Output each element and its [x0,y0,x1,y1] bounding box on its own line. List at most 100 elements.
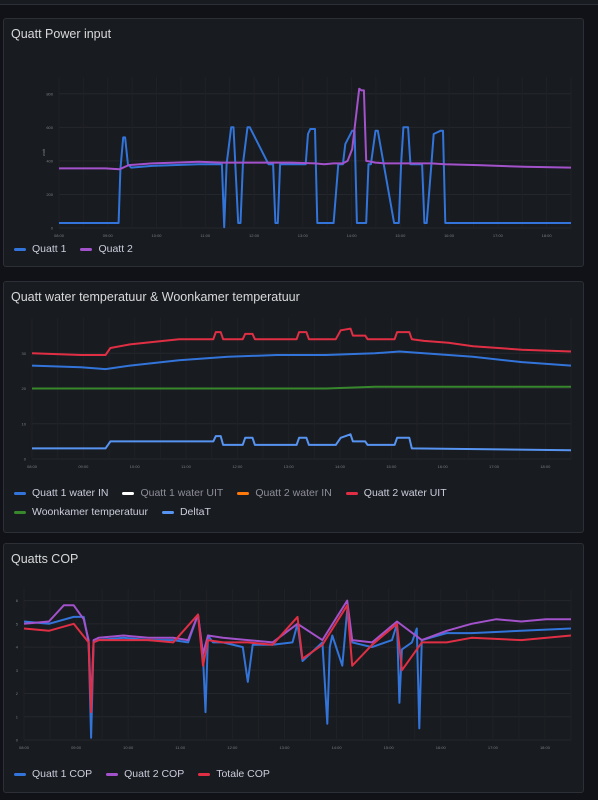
legend-item[interactable]: Quatt 1 water UIT [122,487,223,499]
x-tick-label: 18:00 [542,233,553,238]
x-tick-label: 12:00 [232,464,243,469]
legend-item[interactable]: Totale COP [198,768,270,780]
x-tick-label: 14:00 [335,464,346,469]
legend-swatch [14,491,26,495]
panel-title[interactable]: Quatt water temperatuur & Woonkamer temp… [11,290,300,304]
series-line-quatt-2[interactable] [59,87,572,171]
x-tick-label: 14:00 [332,745,343,750]
legend-swatch [237,491,250,495]
legend-label: Quatt 2 water UIT [363,487,447,499]
legend: Quatt 1 water IN Quatt 1 water UIT Quatt 2… [14,487,554,518]
x-tick-label: 14:00 [347,233,358,238]
legend-item[interactable]: Woonkamer temperatuur [14,506,148,518]
legend-swatch [106,772,119,776]
y-tick-label: 200 [46,192,53,197]
cop-chart[interactable]: 0 1 2 3 4 5 6 08:00 09:00 10:00 11:00 12:00 13:00 14:… [4,544,584,793]
water-temperature-chart[interactable]: 0 10 20 30 08:00 09:00 10:00 11:00 12:00 13:00 14:… [4,282,584,533]
panel-water-temperature[interactable]: Quatt water temperatuur & Woonkamer temp… [3,281,584,533]
x-tick-label: 10:00 [152,233,163,238]
legend-swatch [198,772,211,776]
legend-label: DeltaT [179,506,211,518]
y-tick-label: 0 [16,738,19,743]
series-line-totale-cop[interactable] [23,604,572,714]
x-tick-label: 09:00 [71,745,82,750]
x-tick-label: 13:00 [298,233,309,238]
y-tick-label: 1 [16,714,19,719]
x-tick-label: 08:00 [19,745,30,750]
legend-label: Quatt 1 water UIT [140,487,224,499]
legend-label: Quatt 2 COP [124,768,185,780]
legend-item[interactable]: Quatt 2 water IN [237,487,332,499]
legend-item[interactable]: Quatt 1 water IN [14,487,108,499]
y-tick-label: 6 [16,598,19,603]
legend-swatch [14,772,26,776]
y-tick-label: 10 [22,421,27,426]
dashboard-top-bar [0,0,598,5]
x-tick-label: 16:00 [438,464,449,469]
y-tick-label: 2 [16,691,19,696]
series-line-quatt-1-cop[interactable] [23,608,572,739]
series-line-deltat[interactable] [32,433,572,452]
panel-power-input[interactable]: Quatt Power input 0 200 400 600 800 08:00 09:0… [3,18,584,267]
y-tick-label: 5 [16,621,19,626]
panel-cop[interactable]: Quatts COP 0 1 2 3 4 5 6 08:00 09:00 10:00 11:00 12… [3,543,584,793]
legend-swatch [14,510,26,514]
x-tick-label: 09:00 [103,233,114,238]
legend-label: Quatt 2 water IN [255,487,332,499]
x-tick-label: 12:00 [249,233,260,238]
y-tick-label: 4 [16,645,19,650]
legend-swatch [122,491,135,495]
legend-label: Quatt 1 COP [32,768,93,780]
power-input-chart[interactable]: 0 200 400 600 800 08:00 09:00 10:00 11:00 12:00 13… [4,19,584,267]
legend-item[interactable]: Quatt 2 [80,243,133,255]
x-tick-label: 17:00 [489,464,500,469]
legend-swatch [14,247,26,251]
legend-label: Totale COP [216,768,270,780]
x-tick-label: 10:00 [130,464,141,469]
x-tick-label: 15:00 [395,233,406,238]
series-line-quatt-2-water-uit[interactable] [31,327,572,356]
x-tick-label: 10:00 [123,745,134,750]
y-tick-label: 400 [46,158,53,163]
legend-swatch [345,491,358,495]
y-axis-label: watt [41,148,46,156]
legend: Quatt 1 COP Quatt 2 COP Totale COP [14,768,554,780]
series-line-woonkamer-temperatuur[interactable] [32,385,571,390]
legend-label: Woonkamer temperatuur [32,506,148,518]
legend: Quatt 1 Quatt 2 [14,243,554,255]
panel-title[interactable]: Quatt Power input [11,27,112,41]
y-tick-label: 30 [22,351,27,356]
legend-swatch [80,247,93,251]
y-tick-label: 0 [24,457,27,462]
x-tick-label: 09:00 [78,464,89,469]
x-tick-label: 16:00 [444,233,455,238]
legend-item[interactable]: Quatt 2 water UIT [345,487,447,499]
x-tick-label: 11:00 [175,745,185,750]
panel-title[interactable]: Quatts COP [11,552,79,566]
legend-item[interactable]: Quatt 1 [14,243,66,255]
legend-item[interactable]: Quatt 2 COP [106,768,184,780]
x-tick-label: 12:00 [227,745,238,750]
x-tick-label: 08:00 [54,233,65,238]
y-tick-label: 800 [46,91,53,96]
x-tick-label: 17:00 [488,745,499,750]
x-tick-label: 15:00 [386,464,397,469]
x-tick-label: 13:00 [279,745,290,750]
x-tick-label: 13:00 [284,464,295,469]
legend-item[interactable]: Quatt 1 COP [14,768,92,780]
y-tick-label: 600 [46,125,53,130]
x-tick-label: 17:00 [493,233,504,238]
x-tick-label: 08:00 [27,464,38,469]
x-tick-label: 11:00 [200,233,210,238]
legend-swatch [161,510,174,514]
series-line-quatt-1-water-in[interactable] [31,350,572,371]
x-tick-label: 18:00 [540,464,551,469]
legend-label: Quatt 2 [98,243,133,255]
x-tick-label: 15:00 [384,745,395,750]
legend-item[interactable]: DeltaT [161,506,211,518]
legend-label: Quatt 1 water IN [32,487,109,499]
series-line-quatt-1[interactable] [59,126,571,229]
x-tick-label: 18:00 [540,745,551,750]
x-tick-label: 11:00 [181,464,191,469]
y-tick-label: 0 [51,226,54,231]
